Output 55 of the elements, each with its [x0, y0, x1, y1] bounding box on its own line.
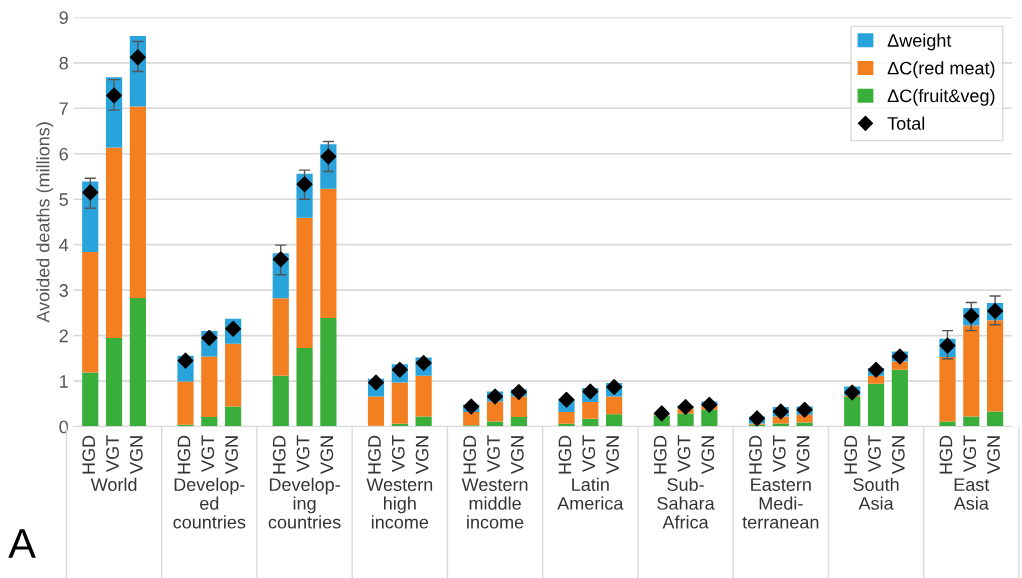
text: Develop- ing countries	[268, 477, 341, 529]
legend-label: Total	[887, 116, 925, 130]
y-tick-label: 7	[59, 102, 68, 115]
x-tick-label: VGN	[225, 436, 238, 474]
x-tick-label: HGD	[939, 435, 953, 474]
x-tick-label: VGN	[987, 436, 1000, 474]
x-tick-label: VGT	[582, 435, 596, 472]
text: Sub- Sahara Africa	[657, 477, 715, 529]
legend-label: ΔC(red meat)	[887, 61, 995, 79]
y-tick-label: 2	[59, 329, 68, 343]
x-tick-label: HGD	[82, 435, 96, 474]
x-tick-label: VGN	[415, 436, 429, 474]
x-tick-label: HGD	[844, 435, 858, 474]
text: Develop- ed countries	[173, 477, 246, 529]
x-tick-label: VGT	[201, 435, 215, 472]
y-tick-label: 3	[59, 284, 68, 297]
x-tick-label: VGT	[868, 435, 881, 472]
x-tick-label: VGN	[129, 436, 143, 474]
text: Western middle income	[461, 478, 528, 529]
text: Western high income	[366, 478, 433, 529]
x-tick-label: HGD	[653, 435, 667, 474]
legend-label: ΔC(fruit&veg)	[887, 88, 995, 106]
x-tick-label: HGD	[558, 435, 572, 474]
y-tick-label: 1	[60, 375, 68, 388]
text: South Asia	[853, 477, 899, 510]
x-tick-label: HGD	[749, 435, 762, 474]
x-tick-label: VGT	[677, 435, 691, 472]
y-tick-label: 6	[59, 147, 68, 161]
text: A	[8, 529, 36, 558]
x-tick-label: VGN	[796, 436, 810, 474]
text: East Asia	[953, 478, 990, 510]
x-tick-label: VGT	[963, 435, 977, 472]
y-tick-label: 8	[59, 56, 68, 70]
text: Latin America	[557, 477, 624, 510]
x-tick-label: HGD	[463, 435, 477, 474]
text: Eastern Medi- terranean	[742, 478, 819, 529]
x-tick-label: VGT	[487, 435, 500, 472]
x-tick-label: VGT	[391, 435, 405, 472]
y-tick-label: 5	[59, 193, 68, 206]
x-tick-label: HGD	[368, 435, 381, 474]
legend-label: Δweight	[887, 33, 952, 51]
x-tick-label: VGT	[772, 435, 786, 472]
x-tick-label: VGN	[320, 436, 334, 474]
x-tick-label: VGN	[701, 436, 715, 474]
x-tick-label: VGT	[106, 435, 119, 472]
text: World	[90, 477, 137, 491]
x-tick-label: HGD	[272, 435, 286, 474]
y-tick-label: 4	[59, 238, 69, 252]
y-tick-label: 9	[59, 11, 68, 25]
x-tick-label: VGN	[891, 436, 905, 474]
y-axis-title: Avoided deaths (millions)	[36, 122, 54, 323]
x-tick-label: VGN	[606, 436, 619, 474]
x-tick-label: VGN	[510, 436, 524, 474]
x-tick-label: VGT	[296, 435, 310, 472]
x-tick-label: HGD	[177, 435, 191, 474]
